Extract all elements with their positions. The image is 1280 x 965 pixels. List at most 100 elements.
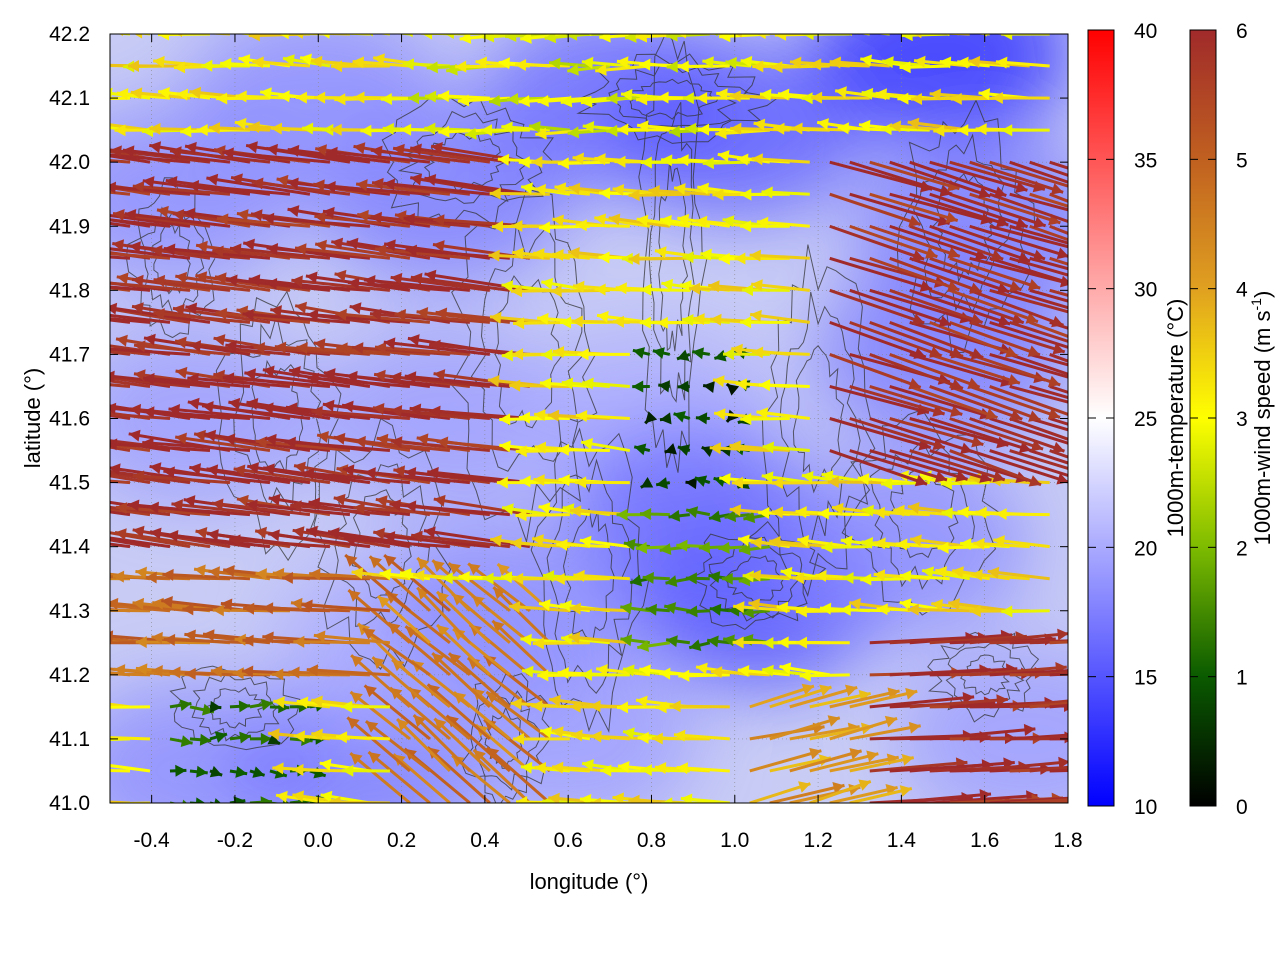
wind-vector-head xyxy=(6,532,18,544)
wind-vector-head xyxy=(1075,733,1086,745)
y-tick-label: 41.4 xyxy=(49,536,90,559)
wind-vector-head xyxy=(1119,634,1130,646)
wind-vector-head xyxy=(86,494,98,506)
wind-vector-head xyxy=(55,497,67,509)
temperature-colorbar-tick-label: 20 xyxy=(1134,537,1157,560)
temperature-colorbar-label: 1000m-temperature (°C) xyxy=(1163,299,1188,538)
wind-vector xyxy=(218,26,270,34)
wind-vector-head xyxy=(1119,407,1131,419)
wind-vector-head xyxy=(56,433,68,445)
temperature-colorbar-tick-label: 35 xyxy=(1134,149,1157,172)
wind-vector-head xyxy=(15,469,27,481)
y-tick-label: 42.0 xyxy=(49,151,90,174)
wind-vector-head xyxy=(1069,410,1081,421)
wind-vector-head xyxy=(820,23,832,35)
wind-colorbar-tick-label: 2 xyxy=(1236,537,1248,560)
wind-vector-head xyxy=(1114,473,1126,484)
wind-vector xyxy=(15,246,110,258)
wind-vector xyxy=(382,26,430,34)
wind-vector-head xyxy=(26,636,37,648)
wind-vector-head xyxy=(857,23,869,35)
wind-vector-head xyxy=(99,760,111,772)
wind-vector-head xyxy=(52,240,64,252)
wind-vector-head xyxy=(90,434,102,446)
wind-vector xyxy=(96,737,150,739)
wind-vector xyxy=(362,30,410,34)
y-tick-label: 41.1 xyxy=(49,728,90,751)
wind-vector-head xyxy=(73,176,85,188)
wind-vector-head xyxy=(91,464,103,476)
wind-vector xyxy=(98,28,150,34)
wind-vector-head xyxy=(67,306,79,318)
wind-vector-head xyxy=(1134,184,1146,195)
wind-vector-head xyxy=(1135,440,1147,451)
wind-vector-head xyxy=(1138,345,1150,356)
wind-vector-head xyxy=(96,732,107,744)
x-tick-label: 1.8 xyxy=(1053,829,1082,852)
x-tick-label: 0.0 xyxy=(304,829,333,852)
wind-vector-head xyxy=(72,565,84,577)
wind-vector-head xyxy=(198,23,210,35)
wind-vector-head xyxy=(21,597,33,609)
wind-vector-head xyxy=(1127,219,1139,230)
wind-colorbar-label: 1000m-wind speed (m s-1) xyxy=(1248,291,1275,546)
wind-vector-head xyxy=(56,573,67,585)
wind-vector xyxy=(55,130,110,131)
wind-vector xyxy=(581,29,630,34)
wind-vector-head xyxy=(7,309,18,321)
y-tick-label: 41.0 xyxy=(49,792,90,815)
wind-vector xyxy=(23,569,110,579)
wind-vector-head xyxy=(15,242,27,254)
wind-vector-head xyxy=(62,764,73,776)
wind-vector-head xyxy=(1075,280,1087,291)
wind-vector-head xyxy=(88,59,99,71)
x-tick-label: 0.4 xyxy=(470,829,500,852)
wind-vector-head xyxy=(1074,308,1086,320)
wind-vector-head xyxy=(1144,763,1155,775)
y-tick-label: 41.3 xyxy=(49,600,90,623)
wind-vector-head xyxy=(99,701,110,713)
x-tick-label: 1.6 xyxy=(970,829,999,852)
wind-vector xyxy=(7,315,110,323)
wind-colorbar-label-superscript: -1 xyxy=(1248,298,1264,311)
wind-vector-head xyxy=(218,22,230,34)
wind-vector-head xyxy=(1116,665,1127,677)
wind-vector xyxy=(26,642,110,643)
wind-vector-head xyxy=(35,470,46,482)
wind-vector xyxy=(820,27,870,34)
x-tick-label: -0.2 xyxy=(217,829,253,852)
wind-vector xyxy=(339,28,390,34)
wind-vector-head xyxy=(1118,730,1129,742)
wind-vector-head xyxy=(27,246,38,258)
wind-vector-head xyxy=(81,119,93,131)
wind-vector-head xyxy=(72,498,84,510)
wind-vector-head xyxy=(34,150,45,162)
wind-vector-head xyxy=(75,59,86,71)
wind-vector xyxy=(78,770,130,771)
wind-vector-head xyxy=(52,368,64,380)
wind-vector-head xyxy=(1113,186,1125,197)
wind-vector-head xyxy=(103,371,115,383)
wind-vector-head xyxy=(1141,731,1152,743)
temperature-colorbar-tick-label: 30 xyxy=(1134,279,1157,302)
wind-vector-head xyxy=(4,212,15,224)
x-tick-label: -0.4 xyxy=(134,829,171,852)
wind-vector-head xyxy=(95,526,107,538)
wind-vector-head xyxy=(52,60,63,72)
wind-vector xyxy=(210,803,225,807)
wind-vector-head xyxy=(1128,252,1140,263)
temperature-colorbar-tick-label: 10 xyxy=(1134,796,1157,819)
wind-vector-head xyxy=(93,798,104,810)
wind-vector xyxy=(857,28,910,34)
y-tick-label: 42.2 xyxy=(49,23,90,46)
wind-colorbar-label-end: ) xyxy=(1250,291,1275,298)
x-axis-label: longitude (°) xyxy=(530,869,649,894)
wind-vector-head xyxy=(11,180,23,192)
wind-vector-head xyxy=(87,241,99,253)
wind-vector-head xyxy=(84,637,95,649)
wind-vector-head xyxy=(55,697,67,709)
wind-vector xyxy=(112,29,170,34)
wind-vector-head xyxy=(1132,633,1143,645)
